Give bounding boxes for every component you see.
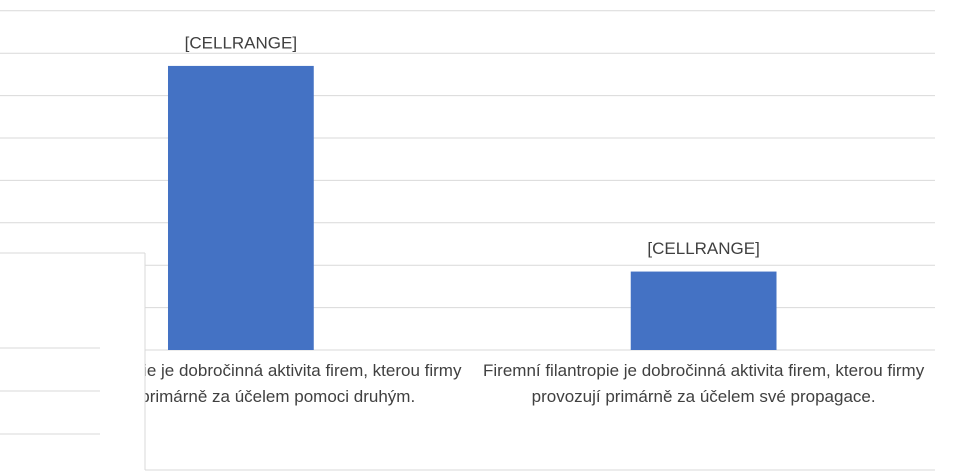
data-label: [CELLRANGE] <box>185 33 297 52</box>
overlay-panel <box>0 253 145 472</box>
bar <box>630 271 777 350</box>
data-label: [CELLRANGE] <box>647 239 759 258</box>
x-tick-label: Firemní filantropie je dobročinná aktivi… <box>483 361 925 406</box>
x-tick-label-box: Firemní filantropie je dobročinná aktivi… <box>483 361 925 406</box>
bar <box>167 65 314 351</box>
